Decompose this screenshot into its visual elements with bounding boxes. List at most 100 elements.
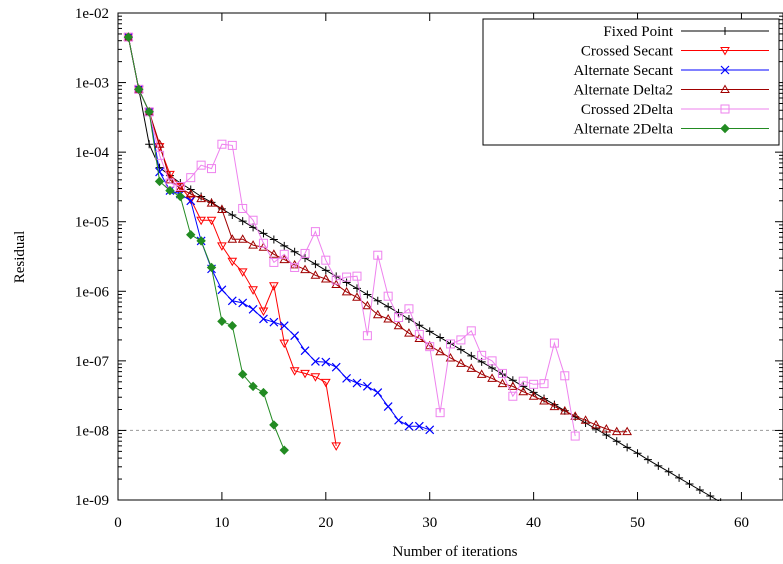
data-point: [290, 247, 299, 256]
data-point: [487, 373, 497, 382]
data-point: [528, 391, 539, 400]
data-point: [415, 321, 424, 330]
data-point: [497, 378, 508, 388]
data-point: [654, 461, 663, 470]
series-line: [127, 37, 628, 433]
data-point: [425, 327, 434, 336]
data-point: [175, 191, 186, 202]
data-point: [269, 420, 279, 430]
data-point: [758, 523, 766, 531]
data-point: [237, 369, 248, 380]
data-point: [175, 182, 185, 192]
data-point: [331, 362, 341, 372]
data-point: [134, 84, 144, 95]
data-point: [300, 346, 310, 356]
legend-marker: [721, 27, 729, 35]
legend-label: Alternate Delta2: [573, 83, 673, 99]
data-point: [394, 312, 404, 322]
x-tick-label: 60: [734, 515, 749, 531]
data-point: [248, 286, 258, 295]
data-point: [456, 335, 466, 345]
data-point: [310, 270, 321, 279]
data-point: [446, 339, 455, 349]
data-point: [321, 266, 330, 275]
data-point: [560, 371, 570, 381]
data-point: [404, 328, 414, 337]
data-point: [217, 139, 227, 149]
data-point: [748, 516, 756, 524]
data-point: [591, 419, 601, 429]
data-point: [383, 402, 393, 412]
data-point: [404, 304, 414, 314]
data-point: [518, 386, 529, 396]
series-3: [123, 32, 633, 436]
y-tick-label: 1e-06: [75, 284, 110, 300]
series-line: [127, 37, 720, 501]
data-point: [165, 170, 175, 180]
data-point: [300, 369, 310, 379]
data-point: [196, 216, 206, 226]
legend-marker: [720, 84, 730, 93]
data-point: [331, 442, 342, 451]
data-point: [290, 331, 300, 341]
data-point: [467, 351, 476, 360]
series-line: [127, 37, 337, 446]
data-point: [248, 240, 258, 249]
data-point: [217, 242, 227, 251]
data-point: [154, 176, 165, 187]
x-tick-label: 30: [422, 515, 437, 531]
data-point: [196, 160, 206, 170]
data-point: [476, 369, 487, 378]
y-tick-label: 1e-09: [75, 493, 109, 509]
data-point: [435, 346, 445, 356]
data-point: [279, 339, 290, 349]
series-5: [123, 32, 289, 455]
data-point: [456, 358, 466, 367]
data-point: [310, 357, 320, 366]
data-point: [549, 401, 560, 411]
data-point: [196, 193, 206, 203]
data-point: [769, 529, 777, 537]
data-point: [518, 376, 528, 386]
data-point: [383, 313, 394, 323]
data-point: [310, 227, 320, 237]
data-point: [311, 260, 320, 269]
data-point: [508, 391, 518, 401]
data-point: [258, 387, 269, 398]
data-point: [466, 326, 476, 336]
data-point: [580, 415, 591, 424]
data-point: [206, 262, 217, 273]
data-point: [310, 373, 321, 382]
data-point: [539, 379, 549, 389]
data-point: [248, 381, 258, 392]
data-point: [404, 421, 414, 431]
data-point: [675, 473, 684, 482]
data-point: [175, 183, 186, 193]
data-point: [393, 320, 404, 330]
data-point: [622, 426, 633, 436]
data-point: [685, 479, 694, 488]
data-point: [301, 254, 310, 263]
data-point: [289, 367, 300, 376]
data-point: [363, 290, 372, 299]
data-point: [352, 292, 362, 301]
data-point: [643, 455, 652, 464]
data-point: [362, 300, 373, 310]
legend: Fixed Point Crossed Secant Alternate Secan…: [482, 18, 780, 146]
data-point: [373, 250, 383, 260]
data-point: [279, 249, 289, 259]
data-point: [258, 307, 269, 317]
data-point: [165, 185, 175, 196]
data-point: [425, 342, 435, 352]
data-point: [487, 356, 497, 366]
legend-label: Crossed Secant: [581, 44, 674, 60]
data-point: [612, 437, 621, 446]
data-point: [497, 368, 507, 378]
data-point: [477, 350, 487, 360]
data-point: [611, 426, 622, 436]
x-tick-label: 50: [630, 515, 645, 531]
data-point: [206, 198, 217, 207]
data-point: [248, 304, 258, 314]
data-point: [342, 272, 352, 282]
legend-marker: [720, 104, 730, 114]
